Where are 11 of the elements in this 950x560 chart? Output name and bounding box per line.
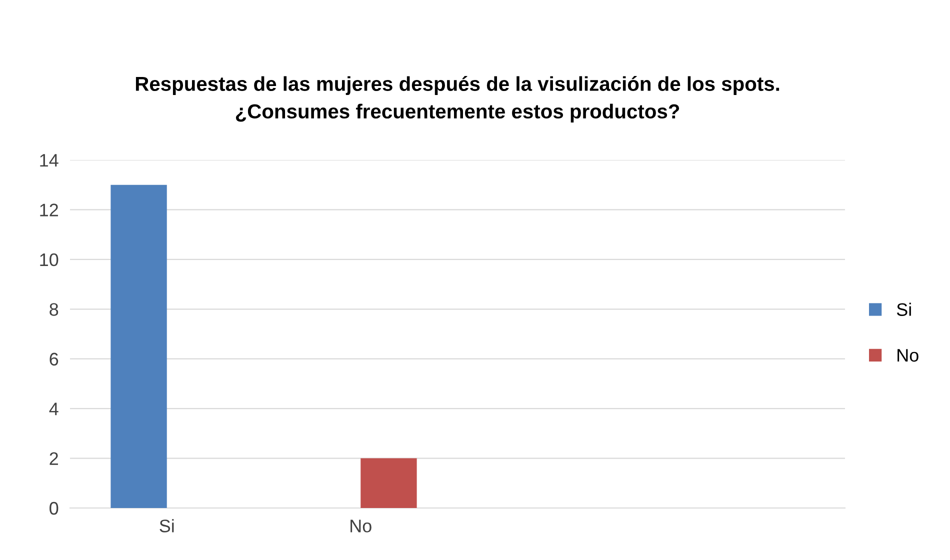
chart-title: Respuestas de las mujeres después de la visulización de los spots. ¿Consumes frecuentemente estos productos? — [136, 76, 780, 123]
y-tick-label: 8 — [50, 303, 58, 316]
y-tick-label: 0 — [50, 502, 58, 515]
legend-label: No — [898, 349, 918, 362]
y-tick-label: 14 — [40, 154, 58, 167]
y-tick-label: 12 — [40, 204, 58, 216]
y-tick-label: 2 — [50, 452, 58, 465]
legend-label: Si — [896, 302, 911, 316]
y-tick-label: 6 — [50, 352, 58, 366]
y-tick-label: 10 — [40, 253, 58, 266]
y-tick-label: 4 — [49, 402, 58, 416]
